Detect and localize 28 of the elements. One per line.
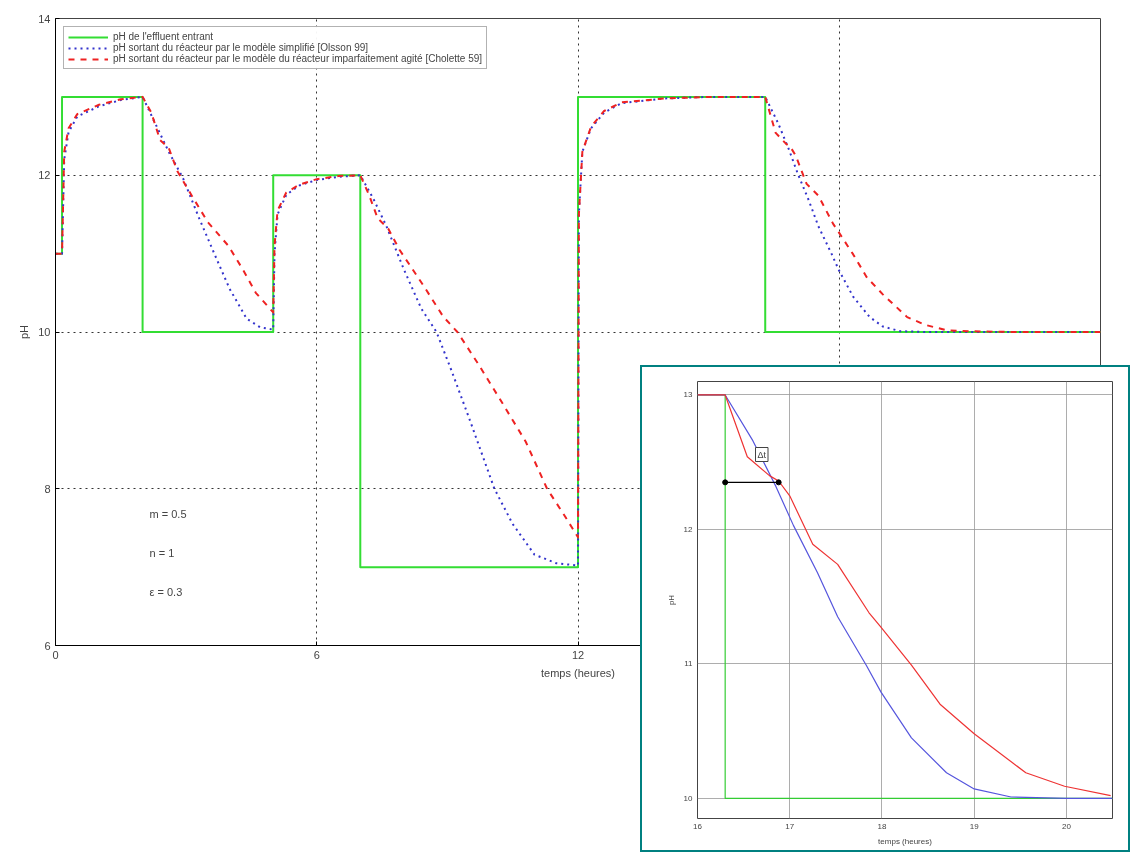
annotation: ε = 0.3 (149, 585, 183, 598)
y-axis-title: pH (666, 594, 676, 606)
legend-label: pH de l'effluent entrant (113, 31, 214, 42)
x-tick-label: 16 (693, 821, 703, 831)
x-axis-title: temps (heures) (541, 666, 615, 679)
y-tick-label: 11 (684, 659, 694, 669)
y-tick-label: 12 (683, 524, 694, 534)
x-tick-label: 19 (969, 821, 980, 831)
y-tick-label: 14 (38, 12, 51, 25)
y-axis-title: pH (18, 324, 31, 340)
annotation: n = 1 (149, 546, 175, 559)
y-tick-label: 10 (38, 326, 51, 338)
x-axis-title: temps (heures) (878, 836, 933, 846)
legend-label: pH sortant du réacteur par le modèle simplifié [Olsson 99] (113, 42, 369, 53)
y-tick-label: 13 (683, 390, 694, 400)
x-tick-label: 17 (785, 821, 795, 831)
legend-label: pH sortant du réacteur par le modèle du réacteur imparfaitement agité [Cholette 59] (113, 53, 483, 64)
y-tick-label: 6 (44, 639, 51, 652)
x-tick-label: 12 (571, 648, 585, 661)
y-tick-label: 10 (683, 793, 694, 803)
x-tick-label: 20 (1061, 821, 1072, 831)
annotation: m = 0.5 (149, 508, 187, 521)
x-tick-label: 6 (313, 648, 320, 661)
x-tick-label: 18 (877, 821, 887, 831)
y-tick-label: 8 (44, 482, 51, 495)
annotation: Δt (757, 449, 767, 460)
y-tick-label: 12 (38, 169, 51, 182)
x-tick-label: 0 (52, 648, 59, 661)
